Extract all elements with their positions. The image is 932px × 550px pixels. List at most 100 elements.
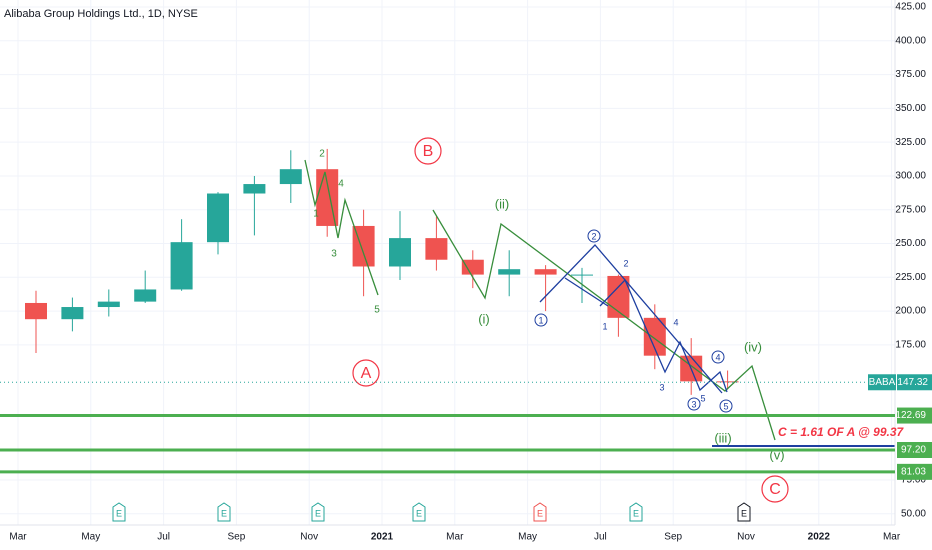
blue-circle <box>534 313 548 327</box>
green-wave-label: 2 <box>319 149 325 160</box>
green-wave-label: (ii) <box>495 196 509 211</box>
blue-circled-label: 5 <box>723 401 728 411</box>
wave-circle <box>352 359 380 387</box>
blue-wave <box>599 278 728 393</box>
candle-body <box>716 381 739 383</box>
chart-title: Alibaba Group Holdings Ltd., 1D, NYSE <box>4 8 198 20</box>
x-tick-label: Mar <box>883 532 901 543</box>
earnings-label: E <box>537 508 543 518</box>
blue-wave-label: 3 <box>659 382 664 392</box>
candle-body <box>61 307 84 320</box>
candle-body <box>97 301 120 308</box>
y-tick-label: 50.00 <box>901 508 926 519</box>
last-price-label: 147.32 <box>897 377 928 388</box>
earnings-label: E <box>416 508 422 518</box>
x-tick-label: Sep <box>228 532 246 543</box>
wave-circle <box>414 137 442 165</box>
wave-label: B <box>423 143 434 160</box>
blue-circled-label: 1 <box>538 315 543 325</box>
earnings-label: E <box>221 508 227 518</box>
y-tick-label: 325.00 <box>895 137 926 148</box>
grid <box>0 0 895 525</box>
level-label-box <box>897 463 932 480</box>
candle-body <box>316 169 339 226</box>
earnings-marker <box>533 502 547 522</box>
green-wave-label: 5 <box>374 305 380 316</box>
level-label: 81.03 <box>901 466 926 477</box>
candle-body <box>207 193 229 243</box>
green-wave-label: 3 <box>331 249 337 260</box>
level-label: 122.69 <box>895 410 926 421</box>
x-tick-label: Nov <box>300 532 318 543</box>
last-price-box <box>897 374 932 391</box>
blue-circled-label: 4 <box>715 352 720 362</box>
x-tick-label: Sep <box>664 532 682 543</box>
earnings-marker <box>311 502 325 522</box>
blue-wave-label: 5 <box>700 393 705 403</box>
y-tick-label: 400.00 <box>895 35 926 46</box>
candle-body <box>571 274 593 276</box>
candle-body <box>534 269 557 275</box>
target-note: C = 1.61 OF A @ 99.37 <box>778 425 905 439</box>
green-wave <box>304 159 379 296</box>
x-tick-label: 2021 <box>371 532 394 543</box>
y-tick-label: 225.00 <box>895 272 926 283</box>
x-tick-label: Jul <box>157 532 170 543</box>
y-tick-label: 375.00 <box>895 69 926 80</box>
candle-body <box>25 302 47 320</box>
green-wave-label: (iv) <box>744 339 762 354</box>
x-tick-label: 2022 <box>808 532 831 543</box>
y-tick-label: 175.00 <box>895 340 926 351</box>
earnings-marker <box>412 502 426 522</box>
blue-wave <box>564 277 609 307</box>
green-wave-label: 1 <box>313 209 319 220</box>
candle-body <box>643 317 666 356</box>
y-tick-label: 425.00 <box>895 2 926 13</box>
blue-circle <box>711 350 725 364</box>
earnings-label: E <box>633 508 639 518</box>
earnings-label: E <box>741 508 747 518</box>
x-tick-label: Mar <box>446 532 464 543</box>
candle-body <box>134 289 157 302</box>
blue-circle <box>687 397 701 411</box>
candle-body <box>498 269 521 275</box>
earnings-marker <box>112 502 126 522</box>
candle-body <box>425 238 448 260</box>
wave-lines <box>304 159 895 447</box>
y-tick-label: 200.00 <box>895 306 926 317</box>
candle-body <box>243 184 266 194</box>
green-wave <box>432 209 776 441</box>
x-tick-label: May <box>81 532 100 543</box>
earnings-marker <box>629 502 643 522</box>
x-tick-label: Jul <box>594 532 607 543</box>
earnings-marker <box>737 502 751 522</box>
y-tick-label: 250.00 <box>895 238 926 249</box>
y-tick-label: 275.00 <box>895 204 926 215</box>
wave-label: C <box>769 481 781 498</box>
earnings-label: E <box>315 508 321 518</box>
candle-body <box>389 238 411 267</box>
candle-body <box>461 259 484 275</box>
blue-circled-label: 2 <box>591 231 596 241</box>
level-label-box <box>897 442 932 458</box>
x-tick-label: May <box>518 532 537 543</box>
wave-label: A <box>361 365 372 382</box>
earnings-label: E <box>116 508 122 518</box>
level-label-box <box>897 407 932 424</box>
blue-circled-label: 3 <box>691 399 696 409</box>
green-wave-label: 4 <box>338 179 344 190</box>
y-tick-label: 350.00 <box>895 103 926 114</box>
level-label: 97.20 <box>901 445 926 456</box>
green-wave-label: (iii) <box>714 430 731 445</box>
blue-wave-label: 1 <box>602 321 607 331</box>
blue-wave-label: 4 <box>673 317 678 327</box>
candle-body <box>279 169 302 185</box>
symbol-label: BABA <box>869 377 896 388</box>
y-tick-label: 75.00 <box>901 475 926 486</box>
x-tick-label: Nov <box>737 532 755 543</box>
x-tick-label: Mar <box>9 532 27 543</box>
earnings-marker <box>217 502 231 522</box>
